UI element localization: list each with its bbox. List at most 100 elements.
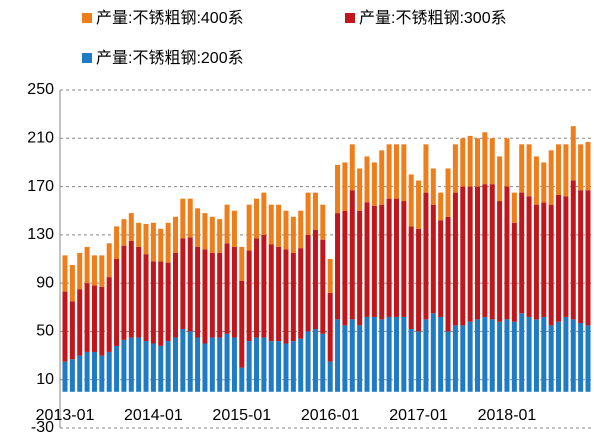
bar-segment — [349, 144, 355, 191]
bar-segment — [438, 192, 444, 221]
bar-segment — [416, 228, 422, 332]
bar-segment — [312, 329, 318, 392]
bar-segment — [320, 333, 326, 392]
bar-segment — [526, 144, 532, 197]
bar-segment — [158, 261, 164, 346]
bar-segment — [533, 204, 539, 320]
bar-segment — [136, 246, 142, 338]
bar-segment — [327, 292, 333, 362]
legend-swatch — [82, 13, 92, 23]
bar-segment — [91, 351, 97, 392]
bar-segment — [84, 246, 90, 284]
bar-segment — [77, 252, 83, 290]
bar-segment — [180, 329, 186, 392]
bar-segment — [172, 252, 178, 338]
bar-segment — [99, 255, 105, 287]
bar-segment — [526, 316, 532, 392]
bar-segment — [460, 186, 466, 326]
bar-segment — [290, 216, 296, 253]
y-tick-label: 90 — [36, 274, 54, 291]
bar-segment — [371, 162, 377, 206]
bar-segment — [62, 361, 68, 392]
bar-segment — [475, 186, 481, 320]
y-tick-label: -30 — [31, 419, 54, 436]
bar-segment — [158, 228, 164, 262]
bar-segment — [452, 325, 458, 392]
bar-segment — [497, 156, 503, 202]
bar-segment — [106, 243, 112, 278]
x-tick-label: 2014-01 — [124, 407, 183, 424]
bar-segment — [467, 135, 473, 187]
bar-segment — [408, 226, 414, 330]
bar-segment — [335, 319, 341, 392]
bar-segment — [283, 210, 289, 250]
bar-segment — [430, 204, 436, 314]
y-tick-label: 10 — [36, 371, 54, 388]
bar-segment — [364, 316, 370, 392]
bar-segment — [290, 252, 296, 342]
legend-label: 产量:不锈粗钢:400系 — [96, 9, 244, 27]
bar-segment — [165, 262, 171, 342]
bar-segment — [320, 239, 326, 334]
bar-segment — [430, 313, 436, 392]
bar-segment — [261, 337, 267, 392]
bar-segment — [423, 319, 429, 392]
bar-segment — [349, 319, 355, 392]
bar-segment — [114, 226, 120, 259]
bar-segment — [195, 208, 201, 247]
bar-segment — [423, 192, 429, 320]
bar-segment — [585, 325, 591, 392]
bar-segment — [195, 337, 201, 392]
bar-segment — [246, 341, 252, 392]
bar-segment — [239, 246, 245, 281]
bar-segment — [268, 244, 274, 342]
bar-segment — [386, 198, 392, 317]
bar-segment — [231, 246, 237, 338]
bar-segment — [393, 316, 399, 392]
bar-segment — [570, 180, 576, 320]
bar-segment — [519, 313, 525, 392]
bar-segment — [430, 168, 436, 205]
bar-segment — [239, 280, 245, 368]
bar-segment — [401, 316, 407, 392]
bar-segment — [548, 204, 554, 326]
bar-segment — [357, 325, 363, 392]
bar-segment — [62, 255, 68, 292]
bar-segment — [91, 285, 97, 352]
bar-segment — [386, 316, 392, 392]
bar-segment — [283, 343, 289, 392]
bar-segment — [246, 250, 252, 342]
bar-segment — [128, 337, 134, 392]
bar-segment — [408, 329, 414, 392]
x-tick-label: 2016-01 — [301, 407, 360, 424]
bar-segment — [150, 222, 156, 262]
bar-segment — [312, 192, 318, 231]
bar-segment — [305, 331, 311, 392]
bar-segment — [327, 259, 333, 293]
bar-segment — [386, 144, 392, 199]
bar-segment — [482, 184, 488, 317]
legend-label: 产量:不锈粗钢:300系 — [359, 9, 507, 27]
bar-segment — [401, 201, 407, 317]
bar-segment — [305, 192, 311, 235]
bar-segment — [69, 359, 75, 392]
bar-segment — [423, 144, 429, 193]
bar-segment — [438, 220, 444, 317]
bar-segment — [136, 222, 142, 247]
bar-segment — [519, 144, 525, 193]
y-tick-label: 50 — [36, 323, 54, 340]
x-tick-label: 2018-01 — [478, 407, 537, 424]
bar-segment — [121, 219, 127, 246]
bar-segment — [556, 144, 562, 196]
bar-segment — [393, 198, 399, 317]
bar-segment — [77, 355, 83, 392]
bar-segment — [69, 265, 75, 302]
bar-segment — [357, 210, 363, 326]
bar-segment — [99, 355, 105, 392]
bar-segment — [143, 341, 149, 392]
bar-segment — [460, 138, 466, 187]
bar-segment — [239, 367, 245, 392]
bar-segment — [187, 331, 193, 392]
bar-segment — [268, 204, 274, 245]
